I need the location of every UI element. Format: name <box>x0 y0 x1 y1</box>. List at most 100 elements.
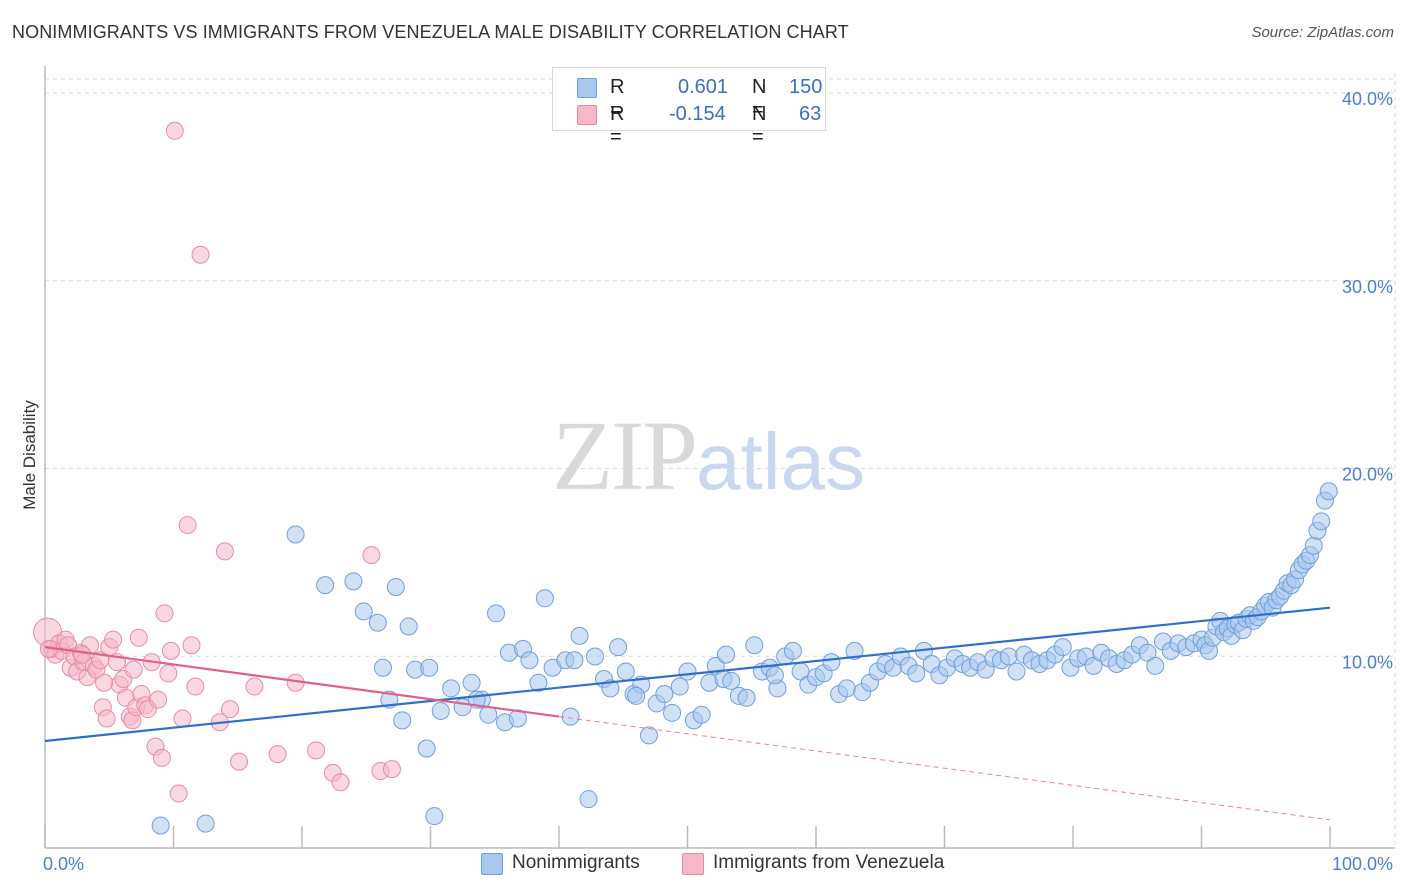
nonimmigrant-point <box>420 658 439 677</box>
nonimmigrant-point <box>616 662 635 681</box>
venezuela-point <box>173 709 192 728</box>
nonimmigrant-point <box>1312 512 1331 531</box>
nonimmigrant-point <box>692 705 711 724</box>
nonimmigrant-point <box>585 647 604 666</box>
nonimmigrant-point <box>678 662 697 681</box>
watermark: ZIPatlas <box>552 398 865 513</box>
venezuela-point <box>382 760 401 779</box>
venezuela-point <box>186 677 205 696</box>
venezuela-point <box>165 121 184 140</box>
nonimmigrant-point <box>845 641 864 660</box>
nonimmigrant-point <box>373 658 392 677</box>
venezuela-point <box>230 752 249 771</box>
legend-n-value: 63 <box>799 103 822 125</box>
nonimmigrant-point <box>907 664 926 683</box>
nonimmigrant-point <box>354 602 373 621</box>
nonimmigrant-point <box>822 653 841 672</box>
venezuela-point <box>73 645 92 664</box>
venezuela-point <box>362 546 381 565</box>
venezuela-point <box>95 673 114 692</box>
nonimmigrant-point <box>627 686 646 705</box>
venezuela-point <box>191 245 210 264</box>
y-tick-label: 30.0% <box>1342 277 1393 297</box>
nonimmigrant-point <box>765 666 784 685</box>
legend-r-value: -0.154 <box>669 103 726 125</box>
nonimmigrant-point <box>561 707 580 726</box>
nonimmigrant-point <box>609 638 628 657</box>
nonimmigrant-trendline <box>44 606 1331 743</box>
venezuela-point <box>331 773 350 792</box>
nonimmigrant-point <box>1146 656 1165 675</box>
y-tick-label: 20.0% <box>1342 465 1393 485</box>
nonimmigrant-point <box>417 739 436 758</box>
x-tick-label: 100.0% <box>1332 854 1393 874</box>
nonimmigrant-point <box>442 679 461 698</box>
nonimmigrant-point <box>670 677 689 696</box>
venezuela-point <box>221 700 240 719</box>
nonimmigrant-point <box>601 679 620 698</box>
legend-r-label: R = <box>610 76 625 121</box>
venezuela-point <box>97 709 116 728</box>
nonimmigrant-point <box>425 807 444 826</box>
nonimmigrant-point <box>344 572 363 591</box>
legend-r-label: R = <box>610 103 625 148</box>
nonimmigrant-point <box>999 647 1018 666</box>
venezuela-point <box>307 741 326 760</box>
nonimmigrant-point <box>1007 662 1026 681</box>
bottom-legend-label: Nonimmigrants <box>512 852 640 873</box>
nonimmigrant-point <box>565 651 584 670</box>
nonimmigrant-point <box>386 578 405 597</box>
nonimmigrant-point <box>722 671 741 690</box>
x-tick-label: 0.0% <box>43 854 84 874</box>
legend-n-value: 150 <box>789 76 823 98</box>
correlation-legend: R = 0.601 N = 150 R = -0.154 N = 63 <box>552 67 826 148</box>
legend-swatch-pink <box>577 105 597 125</box>
nonimmigrant-point <box>399 617 418 636</box>
nonimmigrant-point <box>745 636 764 655</box>
nonimmigrant-point <box>663 703 682 722</box>
venezuela-point <box>182 636 201 655</box>
nonimmigrant-point <box>431 701 450 720</box>
venezuela-point <box>129 628 148 647</box>
nonimmigrant-point <box>393 711 412 730</box>
nonimmigrant-point <box>579 790 598 809</box>
nonimmigrant-point <box>737 688 756 707</box>
venezuela-point <box>152 748 171 767</box>
nonimmigrant-point <box>316 576 335 595</box>
nonimmigrant-point <box>655 685 674 704</box>
bottom-legend-swatch-pink <box>682 853 704 875</box>
nonimmigrant-point <box>520 651 539 670</box>
nonimmigrant-point <box>196 814 215 833</box>
venezuela-point <box>268 745 287 764</box>
legend-n-label: N = <box>752 103 767 148</box>
nonimmigrant-point <box>462 673 481 692</box>
venezuela-point <box>159 664 178 683</box>
nonimmigrant-point <box>529 673 548 692</box>
nonimmigrant-point <box>1304 536 1323 555</box>
venezuela-point <box>104 630 123 649</box>
venezuela-point <box>161 641 180 660</box>
nonimmigrant-point <box>151 816 170 835</box>
bottom-legend-label: Immigrants from Venezuela <box>713 852 945 873</box>
venezuela-point <box>169 784 188 803</box>
nonimmigrant-point <box>837 679 856 698</box>
nonimmigrant-point <box>487 604 506 623</box>
venezuela-point <box>149 690 168 709</box>
nonimmigrant-point <box>286 525 305 544</box>
venezuela-point <box>124 660 143 679</box>
bottom-legend-swatch-blue <box>481 853 503 875</box>
nonimmigrant-point <box>368 613 387 632</box>
nonimmigrant-point <box>570 626 589 645</box>
venezuela-point <box>178 516 197 535</box>
venezuela-point <box>245 677 264 696</box>
nonimmigrant-point <box>639 726 658 745</box>
y-tick-label: 40.0% <box>1342 89 1393 109</box>
nonimmigrant-point <box>535 589 554 608</box>
chart-title: NONIMMIGRANTS VS IMMIGRANTS FROM VENEZUE… <box>12 22 849 42</box>
source-credit: Source: ZipAtlas.com <box>1251 24 1394 41</box>
venezuela-trendline-extrapolated <box>558 716 1331 821</box>
nonimmigrant-point <box>717 645 736 664</box>
watermark-zip: ZIP <box>552 400 698 511</box>
nonimmigrant-point <box>783 641 802 660</box>
